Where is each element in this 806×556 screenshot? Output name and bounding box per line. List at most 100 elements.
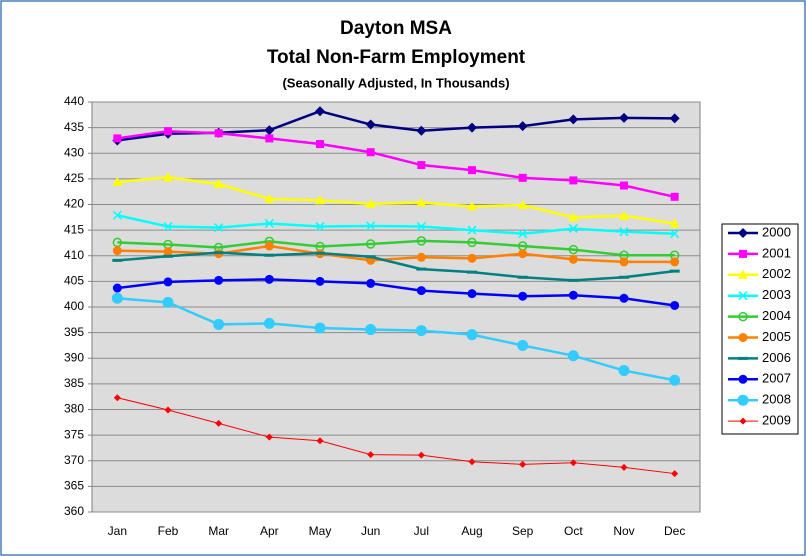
legend-label: 2000 — [762, 224, 791, 239]
x-tick-label: Oct — [564, 524, 583, 538]
marker — [265, 134, 274, 143]
chart-title: Total Non-Farm Employment — [267, 47, 526, 68]
marker — [365, 239, 376, 249]
x-tick-label: Nov — [613, 524, 634, 538]
marker — [568, 244, 579, 255]
marker — [365, 324, 377, 336]
marker — [568, 212, 579, 222]
marker — [112, 246, 122, 256]
marker — [519, 460, 527, 468]
marker — [518, 173, 527, 182]
marker — [467, 201, 477, 211]
x-tick-label: Apr — [260, 524, 279, 538]
marker — [416, 125, 427, 136]
marker — [670, 192, 679, 201]
series-line — [117, 239, 675, 257]
marker — [569, 176, 578, 185]
y-tick-label: 415 — [64, 222, 84, 236]
series-line — [117, 397, 675, 475]
marker — [366, 221, 376, 231]
marker — [264, 125, 275, 136]
x-tick-label: May — [309, 524, 332, 538]
marker — [738, 311, 748, 322]
marker — [265, 433, 273, 441]
marker — [670, 300, 680, 310]
marker — [366, 278, 376, 288]
marker — [738, 374, 748, 384]
marker — [568, 290, 578, 300]
marker — [467, 122, 477, 133]
marker — [112, 210, 122, 220]
marker — [669, 218, 680, 228]
marker — [113, 134, 122, 143]
marker — [214, 275, 224, 285]
marker — [264, 218, 274, 228]
marker — [468, 458, 476, 466]
marker — [164, 127, 172, 136]
marker — [738, 291, 748, 301]
marker — [619, 210, 629, 220]
marker — [518, 229, 528, 239]
y-tick-label: 420 — [64, 197, 84, 211]
y-tick-label: 390 — [64, 350, 84, 364]
x-tick-label: Sep — [512, 524, 534, 538]
legend-label: 2007 — [762, 371, 791, 386]
marker — [163, 222, 173, 232]
marker — [669, 374, 681, 386]
marker-stroke — [416, 222, 426, 232]
marker — [619, 227, 629, 237]
marker — [162, 296, 174, 308]
marker — [517, 200, 528, 210]
marker — [619, 112, 629, 123]
marker — [366, 148, 375, 157]
marker-stroke — [366, 221, 376, 231]
marker — [112, 283, 122, 293]
marker — [517, 121, 528, 132]
chart-title: Dayton MSA — [340, 18, 452, 39]
marker — [365, 198, 376, 208]
chart-subtitle: (Seasonally Adjusted, In Thousands) — [282, 75, 509, 90]
x-tick-label: Dec — [664, 524, 685, 538]
x-tick-label: Jan — [108, 524, 127, 538]
marker — [263, 317, 275, 329]
marker — [315, 106, 325, 117]
marker — [568, 114, 579, 125]
marker — [213, 179, 224, 188]
marker — [264, 241, 274, 251]
y-tick-label: 370 — [64, 453, 84, 467]
marker — [467, 253, 477, 263]
marker-stroke — [315, 222, 325, 232]
marker — [739, 417, 747, 425]
marker — [214, 129, 223, 138]
legend-label: 2009 — [762, 413, 791, 428]
marker — [112, 176, 123, 186]
marker — [164, 406, 172, 414]
x-tick-label: Feb — [158, 524, 179, 538]
marker — [416, 222, 426, 232]
series-line — [117, 129, 675, 199]
marker — [466, 329, 478, 341]
y-tick-label: 425 — [64, 171, 84, 185]
series-line — [117, 251, 675, 282]
marker — [567, 350, 579, 362]
marker — [517, 339, 529, 351]
marker — [619, 293, 629, 303]
marker — [416, 236, 427, 246]
legend-label: 2004 — [762, 308, 791, 323]
marker — [314, 322, 326, 334]
marker — [468, 166, 476, 175]
y-tick-label: 395 — [64, 325, 84, 339]
marker — [467, 237, 477, 248]
legend-label: 2006 — [762, 350, 791, 365]
marker — [738, 269, 748, 279]
y-tick-label: 430 — [64, 145, 84, 159]
marker — [620, 463, 628, 471]
x-tick-label: Aug — [461, 524, 482, 538]
marker-stroke — [670, 229, 680, 239]
marker — [737, 394, 749, 406]
marker — [111, 292, 123, 304]
y-tick-label: 365 — [64, 479, 84, 493]
series-line — [117, 297, 675, 382]
y-tick-label: 405 — [64, 274, 84, 288]
y-tick-label: 385 — [64, 376, 84, 390]
